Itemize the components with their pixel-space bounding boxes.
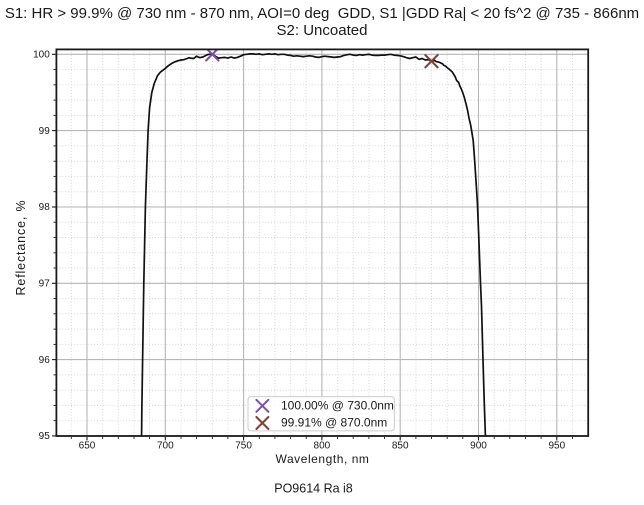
svg-text:100.00% @ 730.0nm: 100.00% @ 730.0nm (281, 398, 394, 412)
svg-text:95: 95 (39, 431, 51, 442)
svg-text:97: 97 (39, 279, 51, 290)
svg-text:Wavelength, nm: Wavelength, nm (276, 452, 370, 466)
svg-text:650: 650 (79, 440, 96, 451)
svg-text:700: 700 (157, 440, 174, 451)
svg-text:S1: HR > 99.9% @ 730 nm - 870: S1: HR > 99.9% @ 730 nm - 870 nm, AOI=0 … (5, 5, 639, 22)
svg-text:PO9614 Ra i8: PO9614 Ra i8 (274, 482, 353, 496)
svg-text:850: 850 (392, 440, 409, 451)
svg-text:100: 100 (33, 50, 50, 61)
svg-text:800: 800 (314, 440, 331, 451)
svg-text:99.91% @ 870.0nm: 99.91% @ 870.0nm (281, 416, 387, 430)
svg-text:99: 99 (39, 126, 51, 137)
svg-text:950: 950 (548, 440, 565, 451)
svg-text:98: 98 (39, 202, 51, 213)
svg-text:Reflectance, %: Reflectance, % (14, 200, 28, 296)
svg-text:750: 750 (235, 440, 252, 451)
svg-text:S2: Uncoated: S2: Uncoated (277, 22, 368, 39)
svg-text:96: 96 (39, 355, 51, 366)
svg-text:900: 900 (470, 440, 487, 451)
